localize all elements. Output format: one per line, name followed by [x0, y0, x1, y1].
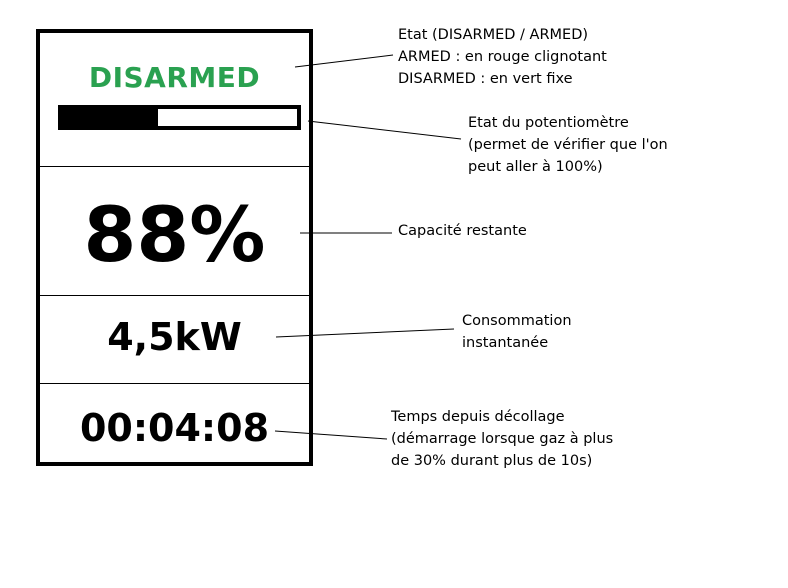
annotation-line: Etat du potentiomètre: [468, 115, 629, 131]
annotation-timer: Temps depuis décollage (démarrage lorsqu…: [391, 406, 613, 472]
annotation-line: Temps depuis décollage: [391, 409, 565, 425]
divider: [40, 295, 309, 296]
divider: [40, 383, 309, 384]
instant-power-value: 4,5kW: [107, 315, 242, 359]
annotation-line: peut aller à 100%): [468, 159, 603, 175]
potentiometer-bar-fill: [62, 109, 159, 126]
annotation-line: DISARMED : en vert fixe: [398, 71, 573, 87]
annotation-line: ARMED : en rouge clignotant: [398, 49, 607, 65]
annotation-line: (démarrage lorsque gaz à plus: [391, 431, 614, 447]
arm-status-label: DISARMED: [88, 61, 261, 94]
leader-line-potentiometer: [307, 120, 462, 140]
annotation-line: de 30% durant plus de 10s): [391, 453, 593, 469]
divider: [40, 166, 309, 167]
annotation-status: Etat (DISARMED / ARMED) ARMED : en rouge…: [398, 24, 607, 90]
leader-line-power: [275, 328, 455, 338]
annotation-line: (permet de vérifier que l'on: [468, 137, 668, 153]
annotation-capacity: Capacité restante: [398, 220, 527, 242]
annotation-line: Consommation: [462, 313, 572, 329]
flight-timer-value: 00:04:08: [79, 406, 270, 450]
annotation-potentiometer: Etat du potentiomètre (permet de vérifie…: [468, 112, 668, 178]
leader-line-timer: [274, 430, 388, 440]
annotation-power: Consommation instantanée: [462, 310, 572, 354]
leader-line-status: [294, 54, 394, 68]
annotation-line: instantanée: [462, 335, 549, 351]
remaining-capacity-value: 88%: [83, 190, 266, 279]
annotation-line: Etat (DISARMED / ARMED): [398, 27, 589, 43]
annotation-line: Capacité restante: [398, 223, 527, 239]
potentiometer-bar: [58, 105, 301, 130]
drone-display-panel: DISARMED 88% 4,5kW 00:04:08: [36, 29, 313, 466]
